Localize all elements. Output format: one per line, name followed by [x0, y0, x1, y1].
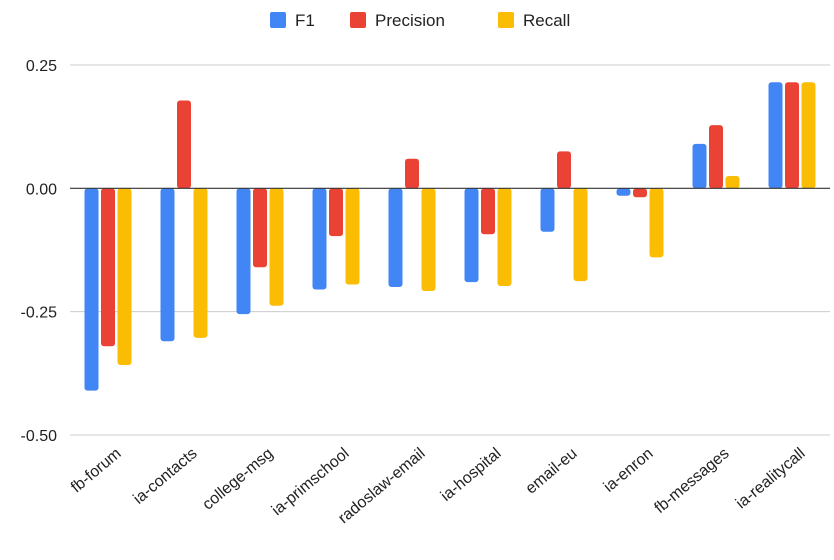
bar-recall-fb-forum — [117, 188, 132, 365]
bar-recall-radoslaw-email — [421, 188, 436, 291]
bar-f1-radoslaw-email — [388, 188, 403, 287]
y-tick-label: 0.25 — [26, 58, 57, 75]
bar-f1-ia-primschool — [312, 188, 327, 290]
x-tick-label: ia-realitycall — [733, 445, 809, 512]
bar-recall-email-eu — [573, 188, 588, 282]
legend: F1 Precision Recall — [270, 11, 570, 30]
x-tick-label: college-msg — [200, 445, 277, 513]
x-tick-label: ia-enron — [601, 445, 657, 496]
legend-swatch-f1 — [270, 12, 286, 28]
bar-recall-ia-enron — [649, 188, 664, 258]
bar-precision-radoslaw-email — [405, 158, 419, 189]
bar-precision-ia-hospital — [481, 188, 495, 235]
legend-swatch-recall — [498, 12, 514, 28]
bar-recall-ia-realitycall — [801, 82, 816, 189]
bar-recall-ia-hospital — [497, 188, 512, 287]
bar-precision-email-eu — [557, 151, 571, 189]
bar-f1-email-eu — [540, 188, 555, 232]
bar-recall-college-msg — [269, 188, 284, 306]
x-tick-label: ia-contacts — [130, 445, 200, 508]
x-tick-label: fb-forum — [68, 445, 125, 496]
bar-precision-ia-enron — [633, 188, 647, 198]
bar-precision-ia-realitycall — [785, 82, 799, 189]
bar-f1-ia-realitycall — [768, 82, 783, 189]
bar-f1-fb-forum — [84, 188, 99, 391]
bar-recall-ia-contacts — [193, 188, 208, 338]
bar-f1-college-msg — [236, 188, 251, 315]
x-tick-label: email-eu — [523, 445, 581, 497]
bar-recall-fb-messages — [725, 176, 740, 189]
legend-swatch-precision — [350, 12, 366, 28]
bar-precision-ia-contacts — [177, 100, 191, 189]
y-tick-label: 0.00 — [26, 181, 57, 198]
bar-precision-ia-primschool — [329, 188, 343, 237]
bar-f1-ia-contacts — [160, 188, 175, 342]
bar-precision-college-msg — [253, 188, 267, 268]
legend-label-f1: F1 — [295, 11, 315, 30]
x-tick-label: ia-hospital — [438, 445, 505, 505]
y-tick-label: -0.50 — [21, 428, 58, 445]
legend-label-precision: Precision — [375, 11, 445, 30]
axes: 0.25 0.00 -0.25 -0.50 fb-forum ia-contactscol… — [21, 58, 830, 527]
x-tick-label: fb-messages — [651, 445, 732, 517]
x-tick-label: ia-primschool — [269, 445, 353, 519]
bar-f1-ia-enron — [616, 188, 631, 196]
bar-precision-fb-messages — [709, 125, 723, 189]
y-tick-label: -0.25 — [21, 305, 58, 322]
bars — [84, 82, 816, 391]
legend-label-recall: Recall — [523, 11, 570, 30]
bar-recall-ia-primschool — [345, 188, 360, 285]
bar-f1-ia-hospital — [464, 188, 479, 283]
bar-precision-fb-forum — [101, 188, 115, 347]
bar-f1-fb-messages — [692, 143, 707, 189]
